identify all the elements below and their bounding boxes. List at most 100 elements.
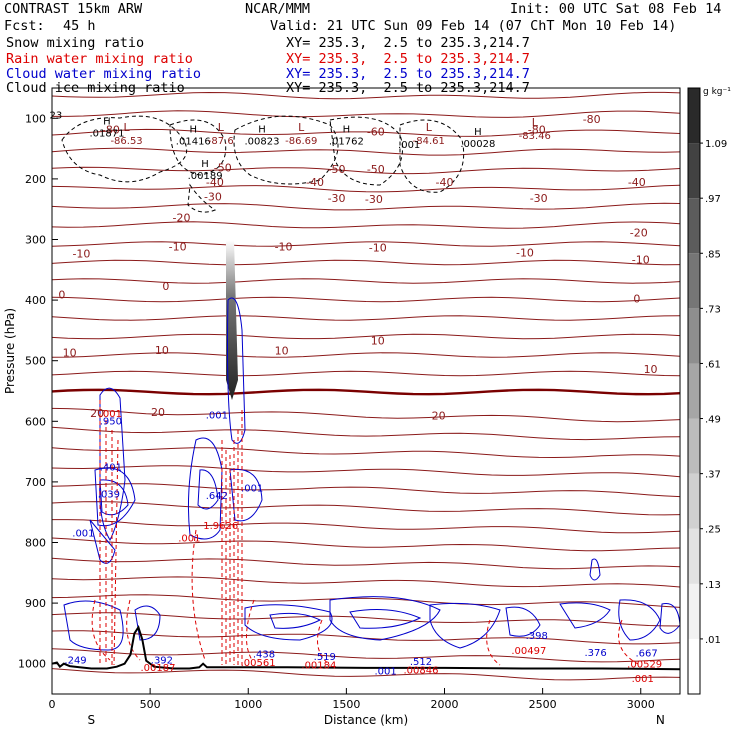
isotherm-label: 0: [58, 288, 65, 301]
rain-water-contour: [317, 619, 331, 666]
colorbar-tick-label: .01: [705, 635, 721, 646]
isotherm-label: -30: [365, 193, 383, 206]
rain-water-contour: [126, 599, 141, 661]
y-tick-label: 400: [25, 294, 46, 307]
isotherm-line: [51, 426, 681, 441]
colorbar-segment: [688, 88, 700, 144]
contour-value-label: .00184: [301, 661, 336, 672]
cloud-water-contour: [429, 602, 501, 649]
contour-value-label: .376: [584, 648, 606, 659]
isotherm-label: 0: [162, 280, 169, 293]
low-marker: L: [426, 121, 433, 134]
colorbar-segment: [688, 473, 700, 529]
isotherm-line: [51, 388, 681, 396]
isotherm-label: -80: [583, 113, 601, 126]
high-value-label: .00189: [188, 171, 223, 182]
isotherm-label: 10: [275, 345, 289, 358]
rain-water-contour: [113, 439, 119, 666]
contour-value-label: .00529: [627, 659, 662, 670]
field-name-rain: Rain water mixing ratio: [6, 51, 193, 67]
isotherm-label: -10: [169, 240, 187, 253]
field-name-cloud-water: Cloud water mixing ratio: [6, 66, 202, 82]
isotherm-line: [51, 668, 681, 681]
contour-value-label: .00187: [140, 663, 175, 674]
snow-contour: [399, 119, 465, 193]
cloud-water-contour: [618, 599, 661, 641]
snow-contour: [169, 119, 227, 176]
low-value-label: -84.61: [413, 136, 445, 147]
isotherm-line: [52, 110, 681, 118]
field-xy-rain: XY= 235.3, 2.5 to 235.3,214.7: [286, 51, 530, 67]
field-name-snow: Snow mixing ratio: [6, 35, 145, 51]
field-xy-cloud-water: XY= 235.3, 2.5 to 235.3,214.7: [286, 66, 530, 82]
terrain-profile: [51, 624, 681, 671]
isotherm-label: -40: [628, 176, 646, 189]
isotherm-line: [51, 501, 681, 516]
cloud-water-contour: [134, 605, 161, 641]
high-value-label: .01762: [329, 136, 364, 147]
y-tick-label: 800: [25, 537, 46, 550]
x-tick-label: 1500: [332, 698, 360, 711]
forecast-value: 45 h: [63, 18, 96, 34]
low-value-label: -86.53: [110, 136, 142, 147]
isotherm-line: [51, 221, 681, 229]
isotherm-label: -80: [528, 123, 546, 136]
snow-contour: [233, 115, 339, 185]
isotherm-label: -30: [204, 191, 222, 204]
cloud-water-contour: [63, 600, 124, 651]
rain-water-contour: [618, 619, 641, 666]
isotherm-line: [52, 519, 681, 534]
y-tick-label: 1000: [18, 658, 46, 671]
colorbar-tick-label: 1.09: [705, 139, 727, 150]
isotherm-line: [51, 648, 681, 663]
snow-contour: [61, 115, 188, 183]
y-tick-label: 600: [25, 415, 46, 428]
low-marker: L: [124, 121, 131, 134]
contour-value-label: .512: [410, 657, 432, 668]
cloud-water-contour: [269, 612, 322, 629]
isotherm-line: [51, 91, 681, 100]
isotherm-line: [51, 447, 681, 459]
high-value-label: .00028: [460, 139, 495, 150]
isotherm-label: -10: [72, 248, 90, 261]
contour-value-label: .00846: [403, 665, 438, 676]
isotherm-label: 0: [633, 293, 640, 306]
rain-water-contour: [91, 599, 111, 661]
isotherm-line: [51, 537, 681, 552]
isotherm-label: -10: [516, 246, 534, 259]
cloud-water-contour: [227, 297, 246, 444]
isotherm-label: -10: [632, 254, 650, 267]
colorbar-segment: [688, 528, 700, 584]
x-tick-label: 2000: [431, 698, 459, 711]
contour-value-label: .001: [100, 409, 122, 420]
isotherm-line: [51, 612, 681, 627]
cloud-water-contour: [559, 602, 611, 629]
colorbar-frame: [687, 87, 701, 695]
isotherm-label: 10: [644, 363, 658, 376]
init-time: Init: 00 UTC Sat 08 Feb 14: [510, 1, 722, 17]
high-value-label: .01416: [176, 136, 211, 147]
isotherm-line: [51, 576, 681, 588]
isotherm-label: 20: [432, 409, 446, 422]
x-tick-label: 500: [140, 698, 161, 711]
contour-value-label: .401: [100, 462, 122, 473]
contour-value-label: .001: [206, 410, 228, 421]
isotherm-line: [51, 333, 681, 340]
colorbar-segment: [688, 253, 700, 309]
cloud-water-contour: [187, 437, 223, 540]
isotherm-line: [51, 296, 681, 303]
isotherm-line: [51, 202, 681, 211]
high-marker: H: [103, 116, 111, 127]
cloud-water-contour: [349, 609, 422, 629]
isotherm-line: [51, 594, 681, 608]
isotherm-label: -30: [530, 192, 548, 205]
contour-value-label: .249: [64, 656, 86, 667]
rain-water-contour: [191, 529, 206, 661]
high-marker: H: [201, 159, 209, 170]
colorbar-tick-label: .13: [705, 580, 721, 591]
colorbar-tick-label: .97: [705, 194, 721, 205]
low-marker: L: [218, 121, 225, 134]
high-marker: H: [258, 124, 266, 135]
cloud-water-contour: [99, 387, 126, 542]
colorbar-unit-label: g kg⁻¹: [703, 87, 731, 97]
